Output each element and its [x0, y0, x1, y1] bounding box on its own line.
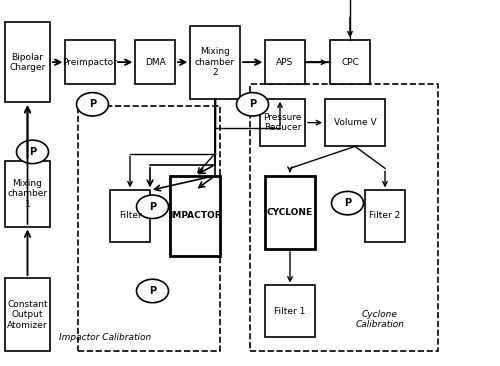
- Text: Preimpactor: Preimpactor: [62, 58, 118, 67]
- Text: Bipolar
Charger: Bipolar Charger: [10, 52, 46, 72]
- FancyBboxPatch shape: [330, 40, 370, 84]
- Text: Filter: Filter: [118, 212, 142, 220]
- FancyBboxPatch shape: [170, 176, 220, 256]
- Text: Filter 1: Filter 1: [274, 307, 306, 315]
- Text: DMA: DMA: [144, 58, 166, 67]
- Text: APS: APS: [276, 58, 293, 67]
- Text: P: P: [29, 147, 36, 157]
- Circle shape: [136, 195, 168, 219]
- Text: Constant
Output
Atomizer: Constant Output Atomizer: [7, 300, 48, 330]
- FancyBboxPatch shape: [265, 40, 305, 84]
- Circle shape: [16, 140, 48, 164]
- Circle shape: [236, 93, 268, 116]
- FancyBboxPatch shape: [5, 22, 50, 102]
- Circle shape: [136, 279, 168, 303]
- FancyBboxPatch shape: [260, 99, 305, 146]
- Text: IMPACTOR: IMPACTOR: [168, 212, 222, 220]
- Text: Impactor Calibration: Impactor Calibration: [59, 333, 151, 342]
- Text: Filter 2: Filter 2: [370, 212, 400, 220]
- Text: CPC: CPC: [341, 58, 359, 67]
- Text: P: P: [149, 286, 156, 296]
- FancyBboxPatch shape: [110, 190, 150, 242]
- FancyBboxPatch shape: [5, 161, 50, 227]
- Text: P: P: [149, 202, 156, 212]
- Text: Volume V: Volume V: [334, 118, 376, 127]
- FancyBboxPatch shape: [190, 26, 240, 99]
- FancyBboxPatch shape: [5, 278, 50, 351]
- Circle shape: [76, 93, 108, 116]
- Text: Pressure
Reducer: Pressure Reducer: [264, 113, 302, 132]
- Text: Cyclone
Calibration: Cyclone Calibration: [356, 310, 405, 329]
- Text: CYCLONE: CYCLONE: [267, 208, 313, 217]
- FancyBboxPatch shape: [135, 40, 175, 84]
- FancyBboxPatch shape: [265, 176, 315, 249]
- FancyBboxPatch shape: [365, 190, 405, 242]
- Text: P: P: [344, 198, 351, 208]
- FancyBboxPatch shape: [265, 285, 315, 337]
- Text: Mixing
chamber
1: Mixing chamber 1: [8, 179, 48, 209]
- Text: P: P: [249, 99, 256, 109]
- FancyBboxPatch shape: [325, 99, 385, 146]
- FancyBboxPatch shape: [65, 40, 115, 84]
- Text: P: P: [89, 99, 96, 109]
- Circle shape: [332, 191, 364, 215]
- Text: Mixing
chamber
2: Mixing chamber 2: [195, 47, 235, 77]
